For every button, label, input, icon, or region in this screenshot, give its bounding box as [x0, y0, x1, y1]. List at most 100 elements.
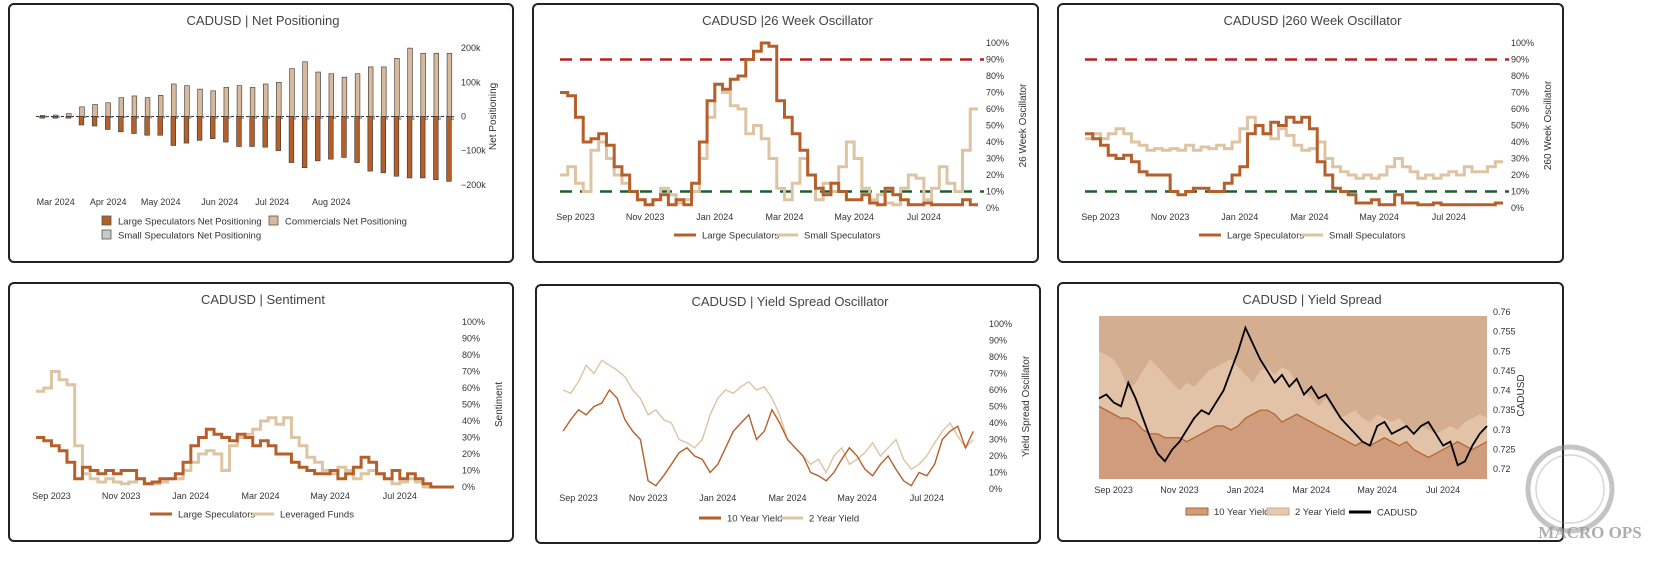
- bar-large-speculators: [301, 116, 308, 168]
- bar-large-speculators: [52, 116, 58, 119]
- y-tick-label: 80%: [986, 71, 1004, 81]
- y-tick-label: 90%: [989, 336, 1007, 346]
- area-10-year-yield: [1099, 406, 1487, 479]
- x-tick-label: Nov 2023: [1160, 485, 1199, 495]
- legend-label-2-year-yield: 2 Year Yield: [809, 514, 859, 525]
- x-tick-label: Nov 2023: [629, 493, 668, 503]
- x-tick-label: Jun 2024: [201, 197, 238, 207]
- y-tick-label: 10%: [462, 466, 480, 476]
- chart-title: CADUSD | Sentiment: [201, 292, 325, 307]
- bar-large-speculators: [341, 116, 347, 158]
- y-tick-label: 100k: [461, 77, 481, 87]
- bar-small-speculators: [202, 116, 205, 119]
- bar-large-speculators: [433, 116, 439, 180]
- bar-small-speculators: [70, 116, 74, 118]
- bar-commercials: [171, 83, 177, 117]
- bar-commercials: [249, 87, 256, 117]
- bar-small-speculators: [346, 116, 349, 119]
- legend-label-small-speculators: Small Speculators: [804, 231, 881, 242]
- legend-label-10-year-yield: 10 Year Yield: [727, 514, 782, 525]
- y-tick-label: 70%: [1511, 88, 1529, 98]
- x-tick-label: Jan 2024: [1221, 212, 1258, 222]
- bar-large-speculators: [380, 116, 387, 174]
- x-tick-label: Mar 2024: [37, 197, 75, 207]
- bar-commercials: [446, 52, 453, 117]
- yield-spread-panel: CADUSD | Yield Spread 0.76 0.755 0.75 0.745 0…: [1057, 282, 1564, 542]
- x-tick-label: Mar 2024: [1290, 212, 1328, 222]
- series-line-2-year-yield: [562, 359, 974, 474]
- y-tick-label: 50%: [462, 400, 480, 410]
- legend-swatch-2-year-yield: [1266, 507, 1290, 516]
- chart-title: CADUSD |260 Week Oscillator: [1224, 13, 1403, 28]
- bar-large-speculators: [118, 116, 124, 133]
- legend-label-small-speculators-net-positioning: Small Speculators Net Positioning: [118, 231, 261, 242]
- y-tick-label: 90%: [986, 55, 1004, 65]
- bar-small-speculators: [215, 116, 218, 119]
- bar-large-speculators: [288, 116, 295, 163]
- x-tick-label: May 2024: [834, 212, 874, 222]
- logo-ring: [1525, 444, 1615, 534]
- y-tick-label: 0.745: [1493, 366, 1516, 376]
- bar-small-speculators: [399, 116, 402, 120]
- bar-small-speculators: [136, 116, 139, 119]
- bar-commercials: [158, 94, 164, 117]
- series-line-small-speculators: [1085, 115, 1503, 180]
- x-tick-label: Aug 2024: [312, 197, 351, 207]
- bar-large-speculators: [183, 116, 190, 144]
- x-tick-label: Mar 2024: [241, 491, 279, 501]
- x-tick-label: Sep 2023: [1094, 485, 1133, 495]
- x-tick-label: Jul 2024: [255, 197, 289, 207]
- bar-commercials: [354, 73, 361, 117]
- x-tick-label: Jul 2024: [907, 212, 941, 222]
- y-tick-label: 200k: [461, 43, 481, 53]
- bar-commercials: [144, 97, 151, 117]
- oscillator-260-chart: CADUSD |260 Week Oscillator 100% 90% 80% 70%…: [1081, 13, 1554, 242]
- x-tick-label: Jul 2024: [910, 493, 944, 503]
- bar-large-speculators: [223, 116, 229, 143]
- y-tick-label: 20%: [462, 449, 480, 459]
- y-tick-label: 60%: [986, 104, 1004, 114]
- bar-large-speculators: [367, 116, 373, 172]
- y-tick-label: 40%: [989, 418, 1007, 428]
- chart-title: CADUSD |26 Week Oscillator: [702, 13, 873, 28]
- y-tick-label: 60%: [1511, 104, 1529, 114]
- bar-small-speculators: [123, 116, 126, 119]
- x-tick-label: Apr 2024: [90, 197, 127, 207]
- y-tick-label: 30%: [986, 154, 1004, 164]
- bar-commercials: [433, 52, 439, 117]
- y-tick-label: 0%: [989, 484, 1002, 494]
- x-tick-label: Sep 2023: [32, 491, 71, 501]
- bar-commercials: [131, 95, 138, 117]
- bar-small-speculators: [412, 116, 415, 121]
- bar-large-speculators: [420, 116, 426, 179]
- bar-large-speculators: [78, 116, 85, 126]
- bar-large-speculators: [354, 116, 360, 163]
- oscillator-260-panel: CADUSD |260 Week Oscillator 100% 90% 80% 70%…: [1057, 3, 1564, 263]
- line-cadusd: [1098, 325, 1488, 467]
- bar-small-speculators: [451, 116, 454, 121]
- sentiment-panel: CADUSD | Sentiment 100% 90% 80% 70% 60% 50% 40%…: [8, 282, 514, 542]
- bar-large-speculators: [262, 116, 268, 148]
- bar-commercials: [407, 47, 413, 117]
- y-tick-label: 10%: [989, 468, 1007, 478]
- bar-commercials: [289, 68, 295, 117]
- legend-swatch-small-speculators-net-positioning: [101, 229, 112, 240]
- legend-swatch-large-speculators-net-positioning: [101, 215, 112, 226]
- y-tick-label: 60%: [462, 383, 480, 393]
- bar-commercials: [368, 66, 374, 117]
- y-tick-label: 70%: [462, 367, 480, 377]
- y-tick-label: 0.76: [1493, 307, 1511, 317]
- logo-ring-inner: [1535, 454, 1605, 524]
- bar-small-speculators: [228, 116, 231, 119]
- y-tick-label: 100%: [1511, 38, 1534, 48]
- bar-small-speculators: [372, 116, 375, 120]
- bar-large-speculators: [236, 116, 242, 147]
- bar-commercials: [197, 88, 203, 117]
- bar-small-speculators: [280, 116, 284, 120]
- y-tick-label: 70%: [986, 88, 1004, 98]
- bar-large-speculators: [315, 116, 321, 162]
- y-tick-label: 0.74: [1493, 386, 1511, 396]
- y-tick-label: 90%: [1511, 55, 1529, 65]
- bar-commercials: [328, 73, 334, 117]
- y-axis-title: 260 Week Oscillator: [1543, 80, 1554, 170]
